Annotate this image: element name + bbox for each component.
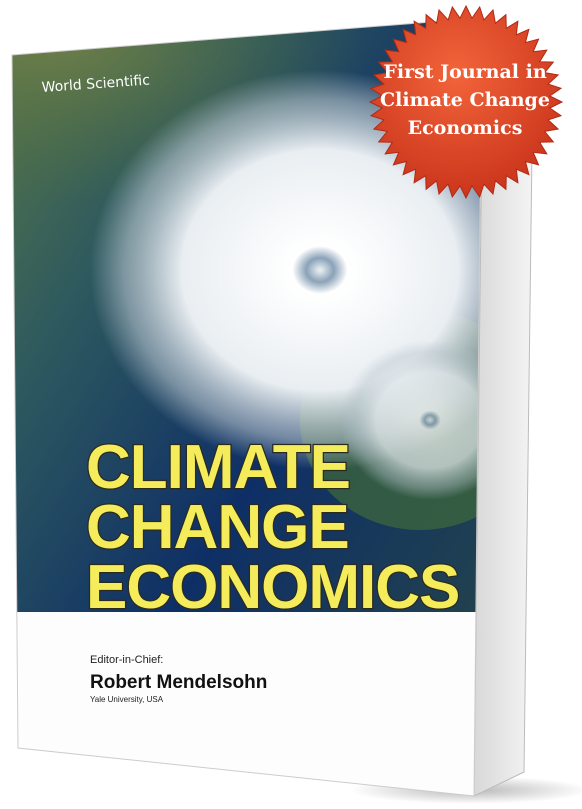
badge-line: Climate Change — [380, 89, 550, 111]
book-image: World Scientific CLIMATE CHANGE ECONOMIC… — [0, 0, 582, 809]
cover-title-line: CHANGE — [86, 493, 349, 562]
badge-line: Economics — [408, 117, 523, 139]
cover-title-line: CLIMATE — [86, 433, 350, 502]
badge-line: First Journal in — [383, 61, 546, 83]
book-pages — [474, 130, 532, 796]
cover-title-line: ECONOMICS — [86, 553, 459, 622]
editor-label: Editor-in-Chief: — [90, 654, 163, 666]
cover-footer — [0, 612, 500, 809]
editor-affiliation: Yale University, USA — [90, 695, 164, 704]
editor-name: Robert Mendelsohn — [90, 672, 267, 693]
